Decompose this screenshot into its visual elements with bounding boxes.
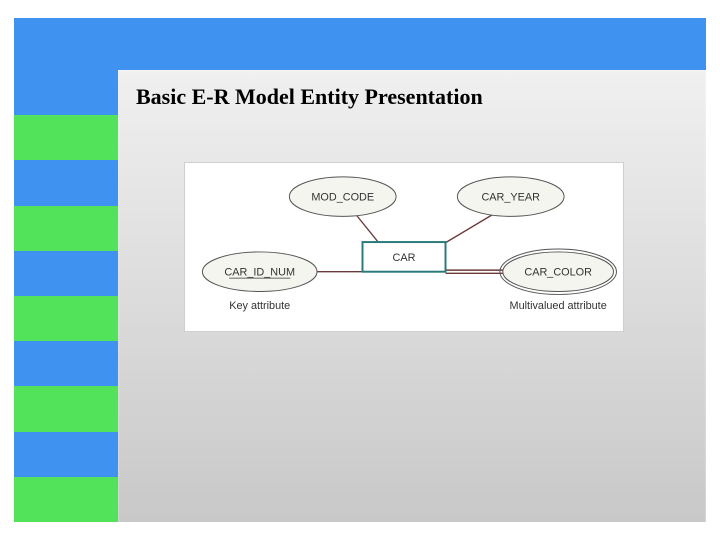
attribute-label: CAR_COLOR <box>524 267 592 279</box>
slide-title: Basic E-R Model Entity Presentation <box>118 70 706 124</box>
attribute-label: MOD_CODE <box>311 192 374 204</box>
sidebar-stripe <box>14 160 118 205</box>
sidebar-stripe <box>14 296 118 341</box>
sidebar-stripes <box>14 70 118 522</box>
content-area: Basic E-R Model Entity Presentation CAR M… <box>118 70 706 522</box>
sidebar-stripe <box>14 70 118 115</box>
attribute-label: CAR_YEAR <box>481 192 540 204</box>
sidebar-stripe <box>14 386 118 431</box>
diagram-caption: Key attribute <box>229 300 290 312</box>
sidebar-stripe <box>14 251 118 296</box>
sidebar-stripe <box>14 206 118 251</box>
entity-label: CAR <box>393 252 416 264</box>
er-diagram: CAR MOD_CODE CAR_YEAR CAR_ID_NUM CAR_COLOR Ke… <box>185 163 623 331</box>
sidebar-stripe <box>14 477 118 522</box>
slide: Basic E-R Model Entity Presentation CAR M… <box>0 0 720 540</box>
sidebar-stripe <box>14 432 118 477</box>
top-bar <box>14 18 706 70</box>
attribute-label: CAR_ID_NUM <box>224 267 295 279</box>
diagram-caption: Multivalued attribute <box>510 300 607 312</box>
er-diagram-container: CAR MOD_CODE CAR_YEAR CAR_ID_NUM CAR_COLOR Ke… <box>184 162 624 332</box>
sidebar-stripe <box>14 341 118 386</box>
sidebar-stripe <box>14 115 118 160</box>
